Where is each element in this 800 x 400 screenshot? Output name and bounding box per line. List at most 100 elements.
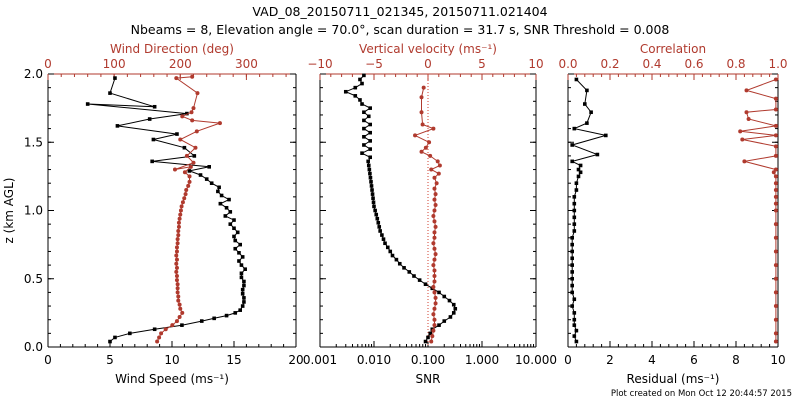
residual-xtick-label: 8 [732, 353, 740, 367]
vertical-series-0-point [426, 335, 430, 340]
vertical-series-0-point [381, 237, 386, 241]
vertical-series-0-point [394, 257, 399, 262]
residual-series-1-point [746, 117, 751, 122]
wind-series-1-point [217, 121, 222, 126]
wind-series-1-point [180, 200, 185, 205]
residual-series-1-point [773, 123, 778, 128]
vertical-series-0-point [380, 233, 384, 237]
ytick-label: 0.0 [24, 340, 43, 354]
wind-top-tick-label: 200 [169, 57, 192, 71]
residual-series-0-point [583, 102, 587, 106]
wind-series-0-point [217, 185, 221, 190]
vertical-series-0-point [437, 323, 441, 327]
residual-series-0-point [574, 77, 579, 82]
wind-series-1-point [190, 118, 195, 123]
vertical-series-0-point [373, 208, 377, 213]
wind-series-1-point [178, 208, 183, 213]
vertical-series-1-point [431, 284, 436, 289]
residual-series-0-point [572, 126, 577, 131]
residual-top-axis-label: Correlation [640, 42, 706, 56]
wind-series-1-point [186, 183, 191, 188]
vertical-series-1-point [413, 133, 418, 138]
vertical-series-1-point [435, 159, 440, 164]
vertical-series-0-point [368, 139, 372, 143]
wind-series-0-point [108, 339, 112, 344]
vertical-series-0-point [385, 245, 390, 250]
residual-series-1-point [773, 96, 778, 101]
residual-top-tick-label: 0.4 [642, 57, 661, 71]
vertical-series-1-point [433, 192, 438, 197]
residual-series-1-point [773, 194, 778, 199]
residual-series-0-point [572, 215, 577, 220]
wind-series-1-point [187, 174, 192, 179]
wind-series-1-point [174, 245, 179, 250]
wind-series-1-point [184, 188, 189, 193]
wind-series-0-point [237, 259, 241, 263]
residual-series-1-point [773, 263, 778, 268]
residual-series-1-point [773, 249, 778, 254]
wind-series-1-point [187, 179, 192, 184]
vertical-series-0-point [360, 151, 364, 155]
wind-series-1-point [172, 167, 177, 172]
vertical-series-1-point [432, 257, 437, 262]
residual-xtick-label: 2 [606, 353, 614, 367]
residual-top-tick-label: 0.6 [684, 57, 703, 71]
vertical-series-1-point [436, 171, 441, 176]
residual-bottom-axis-label: Residual (ms⁻¹) [627, 372, 720, 386]
vertical-series-0-point [372, 204, 376, 209]
wind-series-0-point [192, 154, 197, 158]
wind-series-0-point [237, 251, 241, 255]
wind-series-1-point [177, 216, 182, 221]
vertical-series-1-point [428, 153, 433, 158]
wind-series-1-point [174, 257, 179, 262]
vertical-top-axis-label: Vertical velocity (ms⁻¹) [359, 42, 497, 56]
vertical-series-0-point [397, 261, 402, 266]
vertical-series-1-point [432, 246, 437, 251]
residual-series-0-point [574, 328, 579, 333]
vertical-series-1-point [432, 323, 437, 328]
vertical-series-0-point [369, 180, 373, 184]
vertical-series-0-point [451, 311, 456, 315]
vertical-top-tick-label: −5 [365, 57, 383, 71]
wind-series-0-point [235, 230, 240, 235]
vertical-series-0-point [362, 110, 366, 115]
vertical-series-0-point [423, 282, 428, 287]
wind-series-0-point [233, 246, 238, 251]
vertical-series-0-point [353, 94, 358, 98]
vertical-xtick-label: 0.001 [303, 353, 337, 367]
wind-series-0-point [218, 201, 223, 206]
vertical-xtick-label: 10.000 [515, 353, 557, 367]
vertical-series-0-point [375, 216, 380, 221]
wind-series-1-point [175, 286, 180, 291]
residual-series-1-point [773, 208, 778, 213]
residual-series-1-point [773, 304, 778, 309]
wind-series-0-point [227, 197, 231, 202]
residual-top-tick-label: 0.0 [558, 57, 577, 71]
residual-series-0-point [595, 152, 600, 157]
wind-series-1-point [191, 106, 196, 111]
wind-series-0-point [180, 323, 184, 327]
residual-series-0-point [570, 242, 574, 247]
vertical-series-0-point [368, 155, 372, 160]
wind-series-1-point [180, 114, 185, 119]
wind-series-0-point [85, 102, 90, 106]
wind-series-0-point [212, 316, 216, 321]
vertical-series-0-point [412, 274, 416, 278]
vertical-series-1-point [432, 274, 437, 279]
wind-series-1-point [182, 196, 187, 201]
vertical-series-0-point [358, 98, 362, 102]
vertical-series-1-point [432, 230, 437, 235]
vertical-series-0-point [442, 319, 447, 323]
wind-series-0-point [224, 313, 229, 318]
vertical-series-1-point [432, 186, 437, 191]
residual-series-0-point [572, 334, 577, 338]
residual-series-0-point [585, 88, 589, 93]
vertical-series-0-point [360, 102, 364, 106]
vertical-series-0-point [448, 315, 453, 319]
vertical-series-0-point [353, 85, 358, 90]
wind-series-0-point [239, 271, 244, 276]
residual-xtick-label: 6 [690, 353, 698, 367]
vertical-series-0-point [428, 331, 433, 336]
wind-series-1-point [157, 335, 162, 340]
